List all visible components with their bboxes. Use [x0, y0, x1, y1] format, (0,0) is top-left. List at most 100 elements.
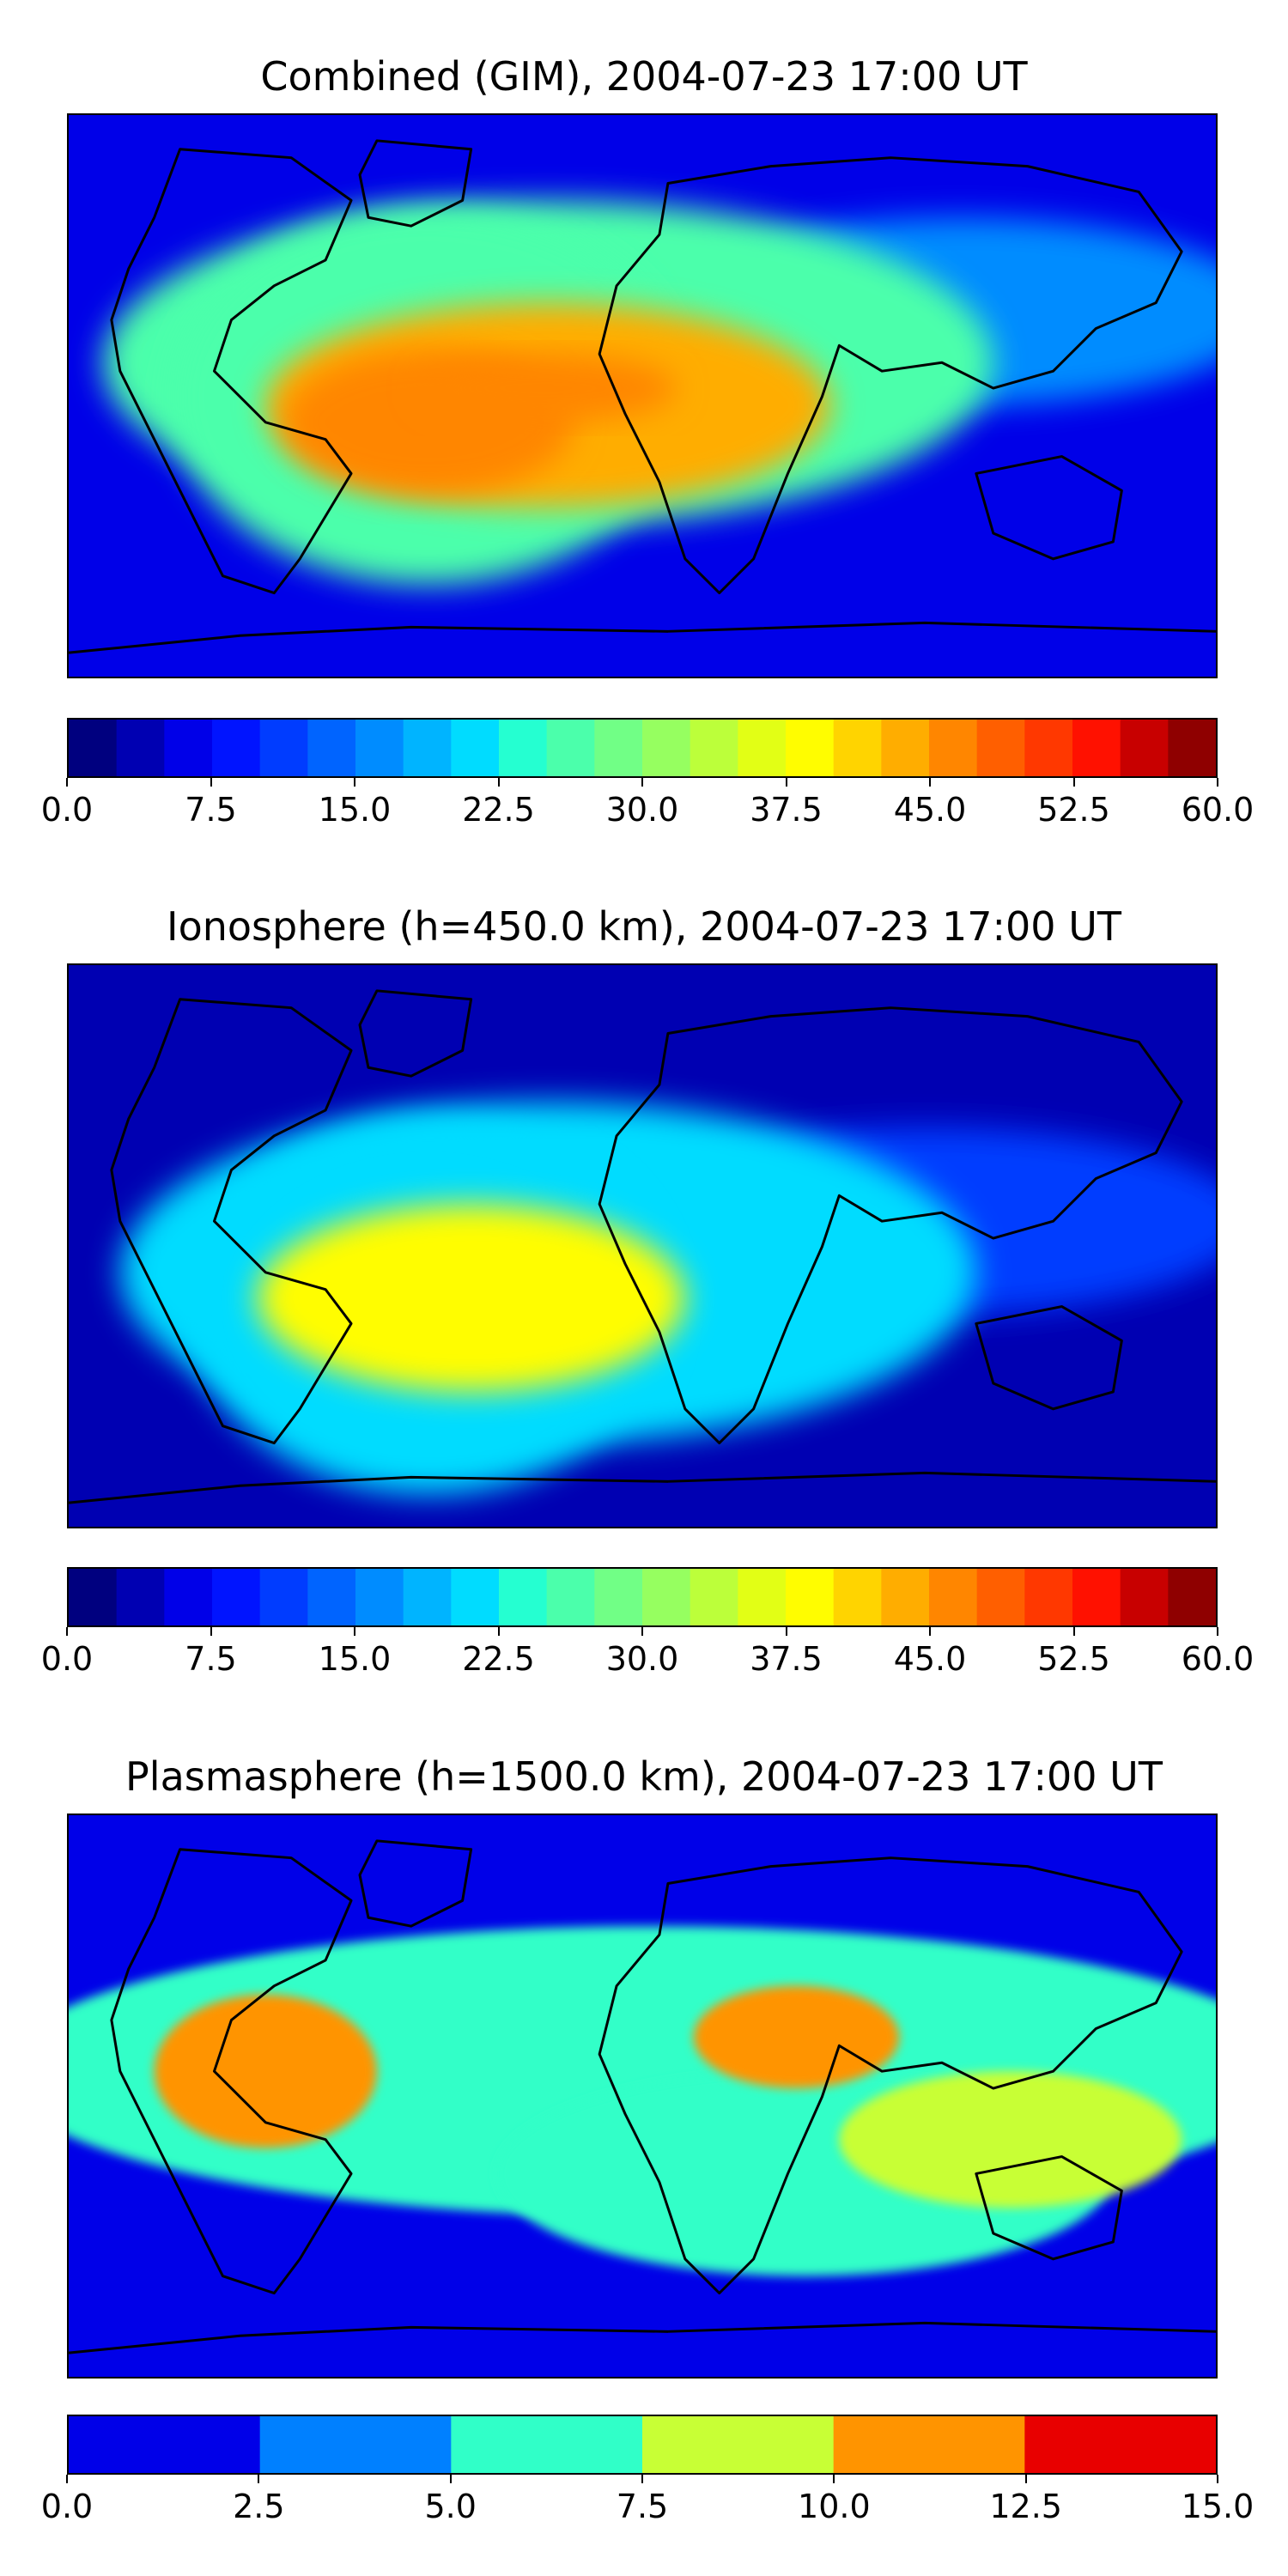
colorbar-segment — [546, 1569, 595, 1625]
colorbar-segment — [1024, 720, 1073, 776]
colorbar-segment — [976, 720, 1025, 776]
colorbar-tick — [1217, 2475, 1218, 2483]
colorbar-segment — [307, 720, 356, 776]
colorbar-segment — [69, 720, 118, 776]
colorbar-segment — [403, 1569, 452, 1625]
colorbar-tick — [641, 778, 643, 787]
colorbar-segment — [1168, 1569, 1216, 1625]
chart-title: Plasmasphere (h=1500.0 km), 2004-07-23 1… — [125, 1753, 1163, 1800]
colorbar-segment — [642, 2416, 835, 2473]
colorbar-tick — [354, 778, 355, 787]
colorbar-tick-label: 12.5 — [989, 2488, 1062, 2525]
map-plot — [67, 963, 1218, 1528]
colorbar-segment — [116, 720, 165, 776]
colorbar-segment — [738, 1569, 787, 1625]
colorbar-tick-label: 0.0 — [40, 1640, 94, 1678]
colorbar-segment — [259, 1569, 308, 1625]
colorbar-segment — [594, 1569, 643, 1625]
colorbar — [67, 1567, 1218, 1627]
colorbar-segment — [1168, 720, 1216, 776]
colorbar-tick-label: 15.0 — [318, 1640, 392, 1678]
map-canvas — [69, 965, 1216, 1527]
colorbar-segment — [1024, 1569, 1073, 1625]
colorbar-segment — [976, 1569, 1025, 1625]
colorbar-tick — [66, 778, 68, 787]
colorbar-tick — [785, 1627, 787, 1636]
colorbar-tick-label: 52.5 — [1037, 1640, 1110, 1678]
colorbar-tick-label: 7.5 — [185, 1640, 237, 1678]
colorbar-tick-label: 0.0 — [40, 2488, 94, 2525]
colorbar-tick — [1072, 1627, 1075, 1636]
colorbar-tick — [641, 2475, 643, 2483]
colorbar-segment — [546, 720, 595, 776]
colorbar-segment — [1072, 1569, 1121, 1625]
colorbar-segment — [833, 2416, 1025, 2473]
colorbar-segment — [786, 720, 835, 776]
colorbar-segment — [881, 720, 930, 776]
colorbar-tick-label: 45.0 — [893, 1640, 967, 1678]
colorbar-tick — [1024, 2475, 1027, 2483]
coastline — [110, 148, 353, 595]
field-region — [693, 1985, 900, 2089]
colorbar-segment — [69, 2416, 261, 2473]
colorbar-tick-label: 22.5 — [462, 1640, 535, 1678]
colorbar-tick — [210, 778, 212, 787]
map-canvas — [69, 1815, 1216, 2377]
colorbar-segment — [642, 1569, 691, 1625]
chart-title: Combined (GIM), 2004-07-23 17:00 UT — [260, 53, 1028, 100]
colorbar-segment — [1072, 720, 1121, 776]
coastline — [110, 1848, 353, 2295]
colorbar-segment — [451, 720, 500, 776]
field-region — [419, 354, 677, 422]
colorbar-tick — [210, 1627, 212, 1636]
colorbar-tick — [449, 2475, 452, 2483]
colorbar-canvas — [69, 2416, 1216, 2473]
colorbar-segment — [881, 1569, 930, 1625]
colorbar-tick — [1072, 778, 1075, 787]
colorbar-tick — [929, 1627, 931, 1636]
colorbar-tick-label: 37.5 — [750, 791, 823, 829]
colorbar-segment — [451, 2416, 643, 2473]
colorbar-tick — [354, 1627, 355, 1636]
coastline — [69, 2321, 1216, 2354]
chart-title: Ionosphere (h=450.0 km), 2004-07-23 17:0… — [167, 903, 1121, 950]
colorbar — [67, 2415, 1218, 2475]
map-canvas — [69, 115, 1216, 677]
colorbar-tick — [258, 2475, 260, 2483]
colorbar-segment — [259, 2416, 452, 2473]
colorbar-segment — [164, 1569, 213, 1625]
colorbar-segment — [690, 720, 738, 776]
coastline — [69, 621, 1216, 654]
colorbar-segment — [164, 720, 213, 776]
colorbar-tick — [66, 1627, 68, 1636]
colorbar-tick — [1217, 778, 1218, 787]
map-plot — [67, 113, 1218, 678]
colorbar — [67, 718, 1218, 778]
colorbar-segment — [499, 1569, 548, 1625]
colorbar-tick — [929, 778, 931, 787]
colorbar-segment — [929, 1569, 978, 1625]
colorbar-tick-label: 52.5 — [1037, 791, 1110, 829]
colorbar-tick — [785, 778, 787, 787]
colorbar-segment — [594, 720, 643, 776]
colorbar-segment — [499, 720, 548, 776]
colorbar-segment — [690, 1569, 738, 1625]
colorbar-canvas — [69, 720, 1216, 776]
colorbar-tick-label: 37.5 — [750, 1640, 823, 1678]
colorbar-tick-label: 10.0 — [798, 2488, 871, 2525]
field-region — [154, 1994, 377, 2148]
colorbar-segment — [259, 720, 308, 776]
colorbar-segment — [403, 720, 452, 776]
coastlines — [69, 1839, 1216, 2354]
colorbar-segment — [738, 720, 787, 776]
colorbar-segment — [642, 720, 691, 776]
colorbar-tick — [66, 2475, 68, 2483]
colorbar-tick — [1217, 1627, 1218, 1636]
field-region — [839, 2071, 1182, 2208]
colorbar-segment — [212, 720, 261, 776]
colorbar-segment — [1120, 720, 1169, 776]
colorbar-canvas — [69, 1569, 1216, 1625]
colorbar-segment — [929, 720, 978, 776]
colorbar-segment — [1024, 2416, 1216, 2473]
colorbar-tick-label: 15.0 — [1181, 2488, 1255, 2525]
